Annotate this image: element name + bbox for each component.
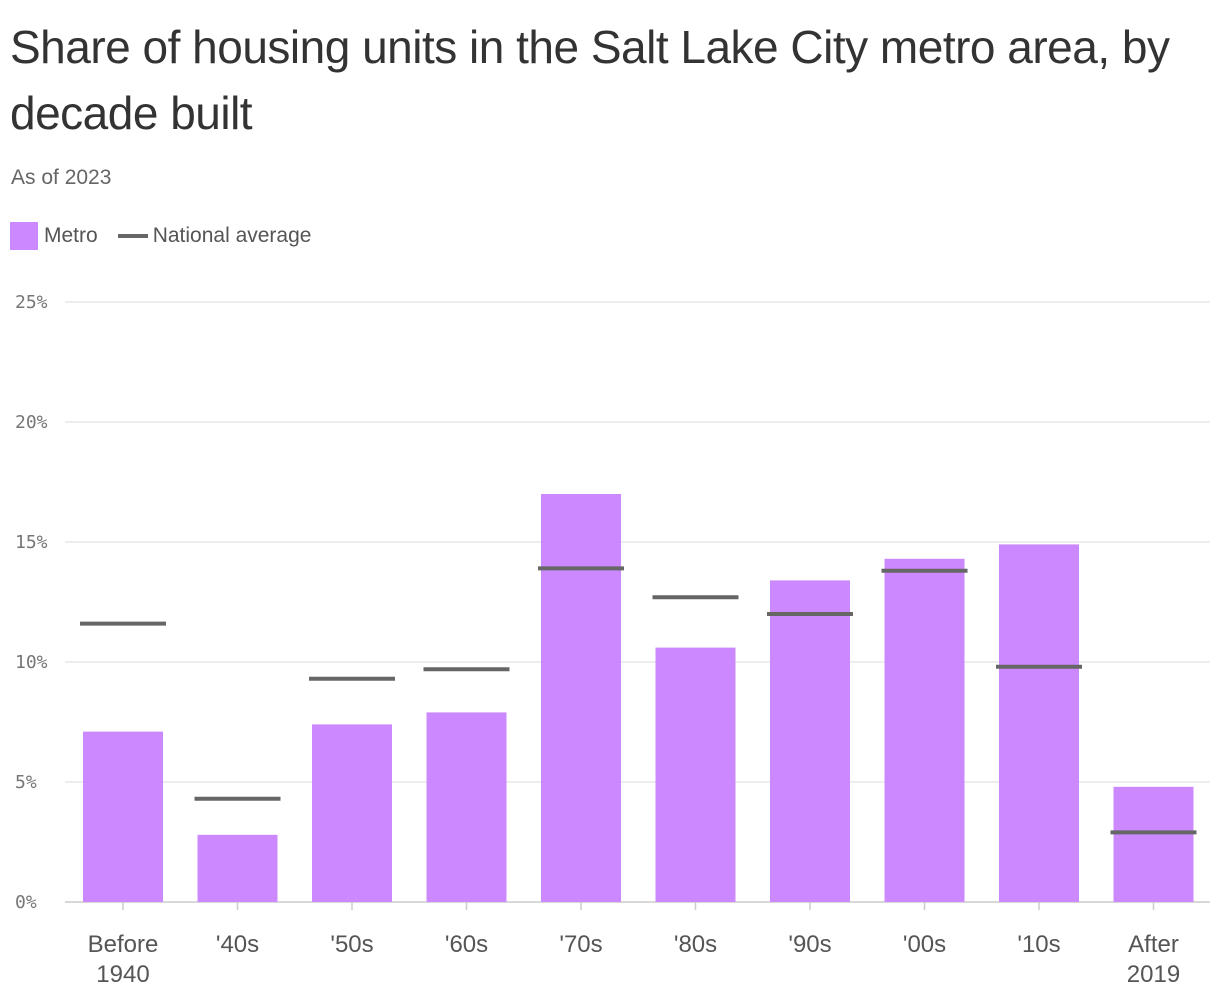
x-tick-label-line: After [1128, 931, 1179, 958]
x-tick-label: '80s [674, 931, 717, 958]
x-tick-label: After 2019 [1127, 931, 1180, 988]
metro-swatch [10, 222, 38, 250]
x-tick-label: '90s [788, 931, 831, 958]
x-axis-tick-labels: Before 1940 '40s '50s '60s '70s '80s '90s '00s '1… [88, 902, 1180, 988]
x-tick-label-line: Before [88, 931, 159, 958]
legend-item-national-average: National average [117, 224, 312, 248]
chart-subtitle: As of 2023 [11, 166, 112, 189]
metro-bar [655, 647, 736, 902]
national-average-swatch [117, 234, 148, 238]
y-tick-label: 10% [15, 652, 48, 673]
chart-title: Share of housing units in the Salt Lake … [10, 21, 1170, 139]
x-tick-label: '10s [1017, 931, 1060, 958]
x-tick-label-line: '90s [788, 931, 831, 958]
x-tick-label-line: '60s [445, 931, 488, 958]
y-tick-label: 0% [15, 892, 37, 913]
y-tick-label: 15% [15, 532, 48, 553]
metro-bar [541, 494, 621, 902]
x-tick-label-line: '10s [1017, 931, 1060, 958]
legend: Metro National average [10, 221, 331, 251]
x-tick-label-line: '70s [559, 931, 602, 958]
legend-label-national-average: National average [152, 224, 312, 247]
x-tick-label: '60s [445, 931, 488, 958]
x-tick-label: '70s [559, 931, 602, 958]
x-tick-label-line: '40s [216, 931, 259, 958]
metro-bar [312, 724, 392, 902]
legend-item-metro: Metro [10, 222, 98, 250]
y-tick-label: 25% [15, 292, 48, 313]
metro-bar [1113, 786, 1194, 902]
x-tick-label-line: '00s [903, 931, 946, 958]
x-tick-label-line: 2019 [1127, 961, 1180, 988]
x-tick-label-line: '80s [674, 931, 717, 958]
x-tick-label: '00s [903, 931, 946, 958]
y-tick-label: 5% [15, 772, 37, 793]
national-average-markers [80, 566, 1197, 835]
metro-bars [83, 494, 1194, 902]
y-axis-tick-labels: 0% 5% 10% 15% 20% 25% [15, 292, 48, 913]
metro-bar [83, 731, 163, 902]
x-tick-label: Before 1940 [88, 931, 159, 988]
x-tick-label-line: '50s [330, 931, 373, 958]
metro-bar [197, 834, 278, 902]
metro-bar [884, 558, 965, 902]
legend-label-metro: Metro [44, 224, 98, 247]
x-tick-label-line: 1940 [96, 961, 149, 988]
metro-bar [999, 544, 1079, 902]
x-tick-label: '40s [216, 931, 259, 958]
metro-bar [770, 580, 850, 902]
y-tick-label: 20% [15, 412, 48, 433]
metro-bar [426, 712, 507, 902]
x-tick-label: '50s [330, 931, 373, 958]
